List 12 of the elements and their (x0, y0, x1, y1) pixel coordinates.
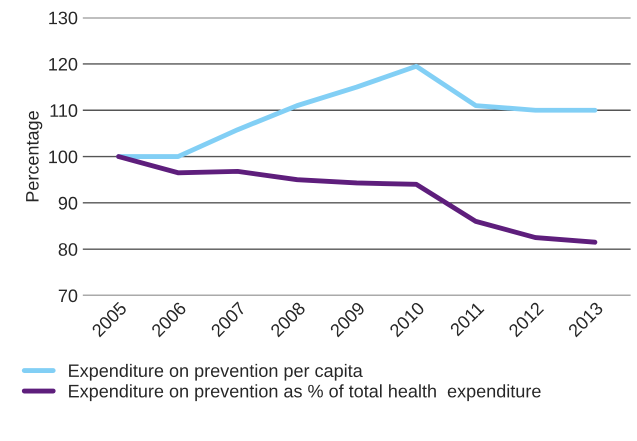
y-tick-label: 90 (58, 196, 78, 210)
y-tick-label: 100 (49, 150, 78, 164)
legend-label: Expenditure on prevention as % of total health expenditure (69, 384, 541, 402)
line-series (116, 64, 598, 159)
y-tick-label: 120 (49, 58, 78, 71)
y-tick-label: 80 (58, 243, 78, 256)
legend-label: Expenditure on prevention per capita (69, 364, 363, 381)
line-series (116, 154, 598, 245)
y-axis-title: Percentage (26, 111, 42, 202)
y-tick-label: 70 (58, 289, 78, 302)
y-tick-label: 130 (49, 12, 78, 24)
y-tick-label: 110 (50, 104, 78, 117)
